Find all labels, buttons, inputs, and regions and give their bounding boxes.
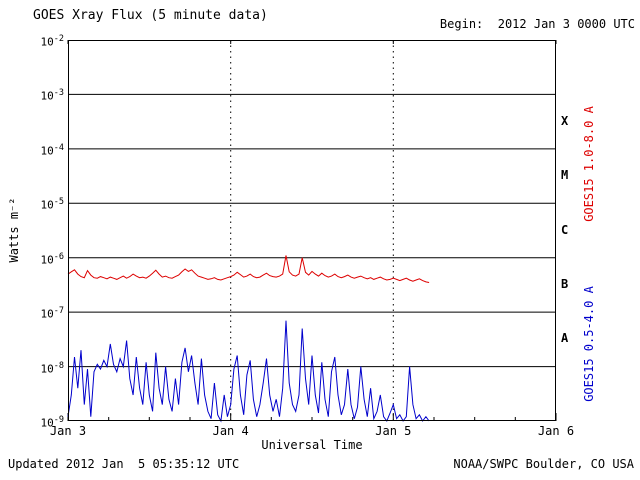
y-tick-label: 10-7 xyxy=(40,306,65,321)
x-tick-label: Jan 5 xyxy=(375,424,412,438)
updated-timestamp: Updated 2012 Jan 5 05:35:12 UTC xyxy=(8,457,240,471)
series-label-short-wavelength: GOES15 0.5-4.0 A xyxy=(582,286,596,402)
y-axis-label: Watts m⁻² xyxy=(7,197,21,263)
x-tick-label: Jan 3 xyxy=(49,424,87,438)
y-tick-label: 10-6 xyxy=(40,251,65,267)
y-tick-label: 10-9 xyxy=(40,415,65,430)
x-axis-label: Universal Time xyxy=(261,438,363,452)
plot-area xyxy=(67,40,557,423)
chart-title: GOES Xray Flux (5 minute data) xyxy=(33,8,268,23)
flare-class-label: A xyxy=(561,331,569,346)
flare-class-label: C xyxy=(561,222,569,237)
x-tick-label: Jan 6 xyxy=(537,424,575,438)
x-tick-label: Jan 4 xyxy=(212,424,249,438)
y-tick-label: 10-5 xyxy=(40,197,65,212)
y-tick-label: 10-3 xyxy=(40,88,65,104)
flare-class-label: X xyxy=(561,113,569,128)
flare-class-label: M xyxy=(561,168,569,183)
series-label-long-wavelength: GOES15 1.0-8.0 A xyxy=(582,106,596,222)
y-tick-label: 10-8 xyxy=(40,360,65,376)
y-tick-label: 10-2 xyxy=(40,34,65,49)
flare-class-label: B xyxy=(561,276,569,291)
y-tick-label: 10-4 xyxy=(40,142,65,158)
source-credit: NOAA/SWPC Boulder, CO USA xyxy=(453,457,634,471)
begin-label: Begin: 2012 Jan 3 0000 UTC xyxy=(439,17,635,31)
